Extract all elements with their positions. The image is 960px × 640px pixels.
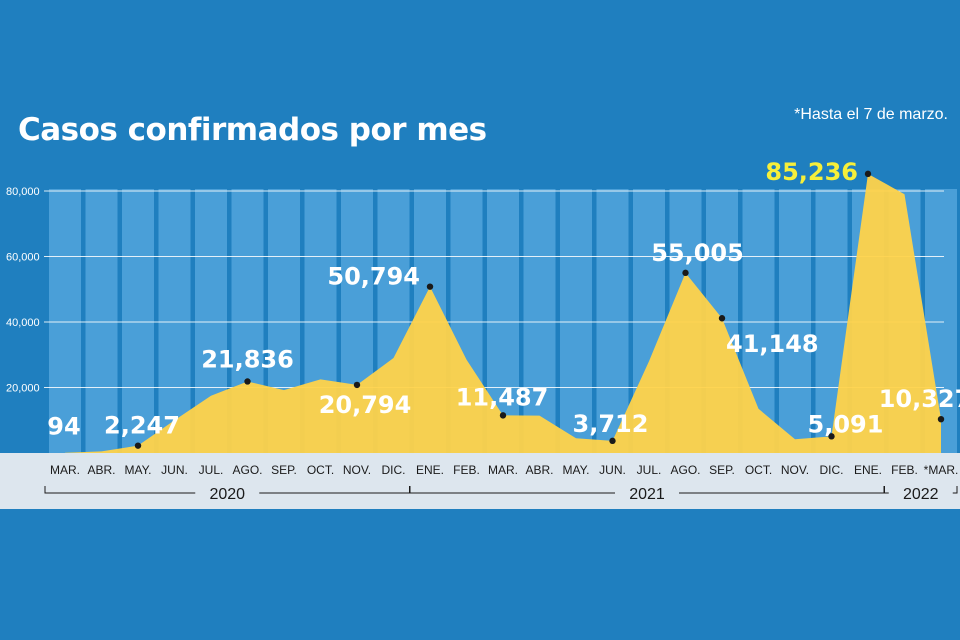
x-tick-label: DIC. (382, 463, 406, 477)
x-tick-label: JUL. (199, 463, 224, 477)
x-tick-label: MAR. (50, 463, 80, 477)
year-bracket (952, 486, 958, 494)
data-point (718, 315, 726, 322)
year-label: 2022 (903, 486, 939, 503)
column-stripe (85, 189, 118, 453)
column-stripe (779, 189, 811, 453)
data-label: 85,236 (765, 158, 858, 186)
x-tick-label: OCT. (307, 463, 334, 477)
data-point (134, 442, 142, 449)
data-point (353, 381, 361, 389)
chart-title: Casos confirmados por mes (18, 112, 487, 148)
data-point (244, 378, 251, 385)
x-tick-label: ABR. (87, 463, 115, 477)
data-label: 2,247 (104, 412, 180, 440)
data-label: 50,794 (327, 263, 420, 291)
column-stripe (523, 189, 556, 453)
y-tick-label: 80,000 (6, 186, 40, 198)
x-tick-label: SEP. (271, 463, 297, 477)
x-tick-label: ENE. (854, 463, 882, 477)
column-stripe (122, 189, 154, 453)
x-tick-label: NOV. (781, 463, 809, 477)
x-tick-label: MAR. (488, 463, 518, 477)
x-tick-label: SEP. (709, 463, 735, 477)
x-tick-label: FEB. (891, 463, 918, 477)
y-tick-label: 20,000 (6, 383, 40, 395)
x-tick-label: JUN. (599, 463, 626, 477)
x-tick-label: *MAR. (924, 463, 959, 477)
x-tick-label: ENE. (416, 463, 444, 477)
data-point (426, 283, 434, 290)
column-stripe (49, 189, 81, 453)
year-label: 2020 (209, 486, 245, 503)
data-label: 5,091 (808, 410, 884, 438)
data-label: 21,836 (201, 345, 294, 373)
x-tick-label: FEB. (453, 463, 480, 477)
x-tick-label: OCT. (745, 463, 772, 477)
y-tick-label: 60,000 (6, 252, 40, 264)
chart-note: *Hasta el 7 de marzo. (794, 106, 948, 123)
data-label: 11,487 (456, 383, 549, 411)
column-stripe (158, 189, 191, 453)
data-point (682, 269, 689, 277)
x-tick-label: DIC. (820, 463, 844, 477)
x-axis-band (0, 453, 960, 509)
column-stripe (560, 189, 592, 453)
x-tick-label: JUL. (637, 463, 662, 477)
series-area (65, 173, 941, 453)
year-bracket (44, 486, 196, 494)
data-label: 55,005 (651, 239, 744, 267)
year-bracket (409, 486, 615, 494)
x-tick-label: AGO. (670, 463, 700, 477)
x-tick-label: JUN. (161, 463, 188, 477)
data-label: 20,794 (319, 391, 412, 419)
data-label: 94 (47, 413, 80, 441)
column-stripe (596, 189, 629, 453)
x-tick-label: NOV. (343, 463, 371, 477)
data-point (499, 412, 507, 419)
data-label: 41,148 (726, 330, 819, 358)
data-point (864, 170, 872, 178)
data-point (609, 437, 616, 445)
year-label: 2021 (629, 486, 665, 503)
year-bracket (884, 486, 889, 494)
x-tick-label: MAY. (563, 463, 590, 477)
x-tick-label: ABR. (525, 463, 553, 477)
year-bracket (679, 486, 885, 494)
year-bracket (259, 486, 410, 494)
x-tick-label: MAY. (125, 463, 152, 477)
data-point (937, 415, 945, 423)
x-tick-label: AGO. (232, 463, 262, 477)
data-point (828, 433, 835, 440)
data-label: 3,712 (573, 410, 649, 438)
data-label: 10,327 (879, 385, 960, 413)
y-tick-label: 40,000 (6, 317, 40, 329)
